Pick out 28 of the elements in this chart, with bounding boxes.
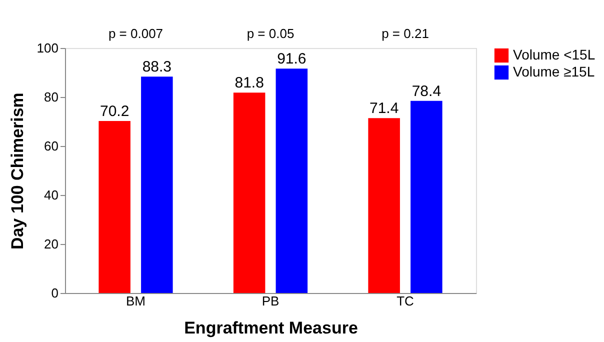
bar	[141, 76, 173, 293]
x-tick-label: PB	[262, 294, 280, 308]
y-tick-label: 40	[44, 188, 58, 202]
text: p = 0.21	[382, 26, 429, 41]
y-tick-label: 0	[51, 286, 58, 300]
bar	[368, 118, 400, 293]
bar	[233, 92, 266, 293]
bar	[276, 68, 308, 293]
y-axis-title: Day 100 Chimerism	[8, 92, 27, 250]
x-tick-label: TC	[396, 294, 414, 308]
legend-label: Volume <15L	[513, 46, 596, 62]
bar	[98, 121, 130, 293]
data-label: 71.4	[369, 100, 399, 118]
data-label: 91.6	[277, 50, 306, 68]
text: p = 0.05	[246, 26, 294, 41]
y-tick-label: 100	[36, 40, 58, 56]
bar	[410, 100, 442, 293]
data-label: 70.2	[100, 103, 130, 120]
x-tick-label: BM	[126, 294, 146, 308]
y-tick-label: 60	[44, 138, 58, 154]
text: p = 0.007	[108, 26, 164, 41]
legend-label: Volume ≥15L	[513, 64, 595, 80]
data-label: 78.4	[412, 82, 442, 100]
data-label: 88.3	[142, 58, 172, 76]
x-axis-title: Engraftment Measure	[184, 318, 358, 338]
y-tick-label: 20	[44, 236, 58, 252]
y-tick-label: 80	[44, 90, 58, 104]
data-label: 81.8	[234, 74, 264, 92]
